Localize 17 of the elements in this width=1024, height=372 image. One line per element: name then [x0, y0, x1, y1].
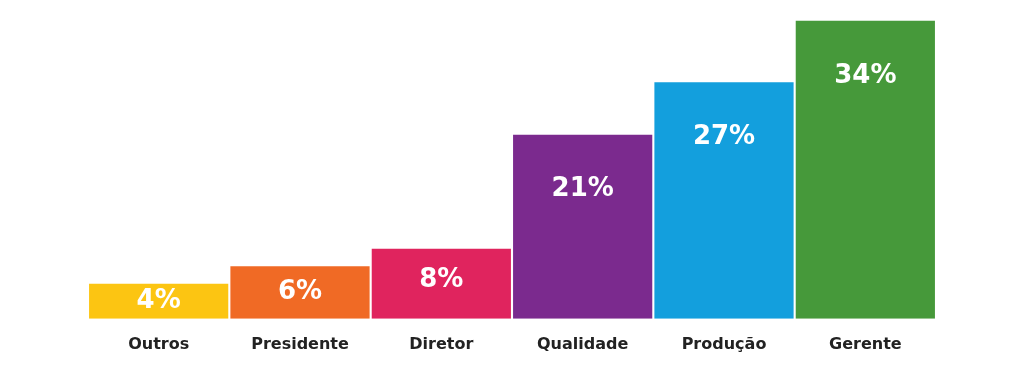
bar	[654, 82, 794, 319]
x-tick-label: Diretor	[409, 333, 474, 353]
bar	[795, 20, 935, 319]
data-label: 4%	[136, 284, 181, 315]
data-label: 21%	[551, 172, 614, 203]
x-tick-label: Gerente	[829, 333, 902, 353]
data-label: 34%	[834, 58, 897, 89]
x-tick-label: Produção	[681, 333, 767, 353]
x-tick-label: Outros	[128, 333, 190, 353]
x-tick-label: Presidente	[251, 333, 349, 353]
data-label: 8%	[419, 262, 464, 293]
data-label: 6%	[277, 275, 323, 306]
bar	[371, 248, 511, 319]
bar	[230, 266, 370, 319]
data-label: 27%	[692, 119, 756, 150]
x-tick-label: Qualidade	[537, 333, 629, 353]
bar	[513, 134, 653, 319]
